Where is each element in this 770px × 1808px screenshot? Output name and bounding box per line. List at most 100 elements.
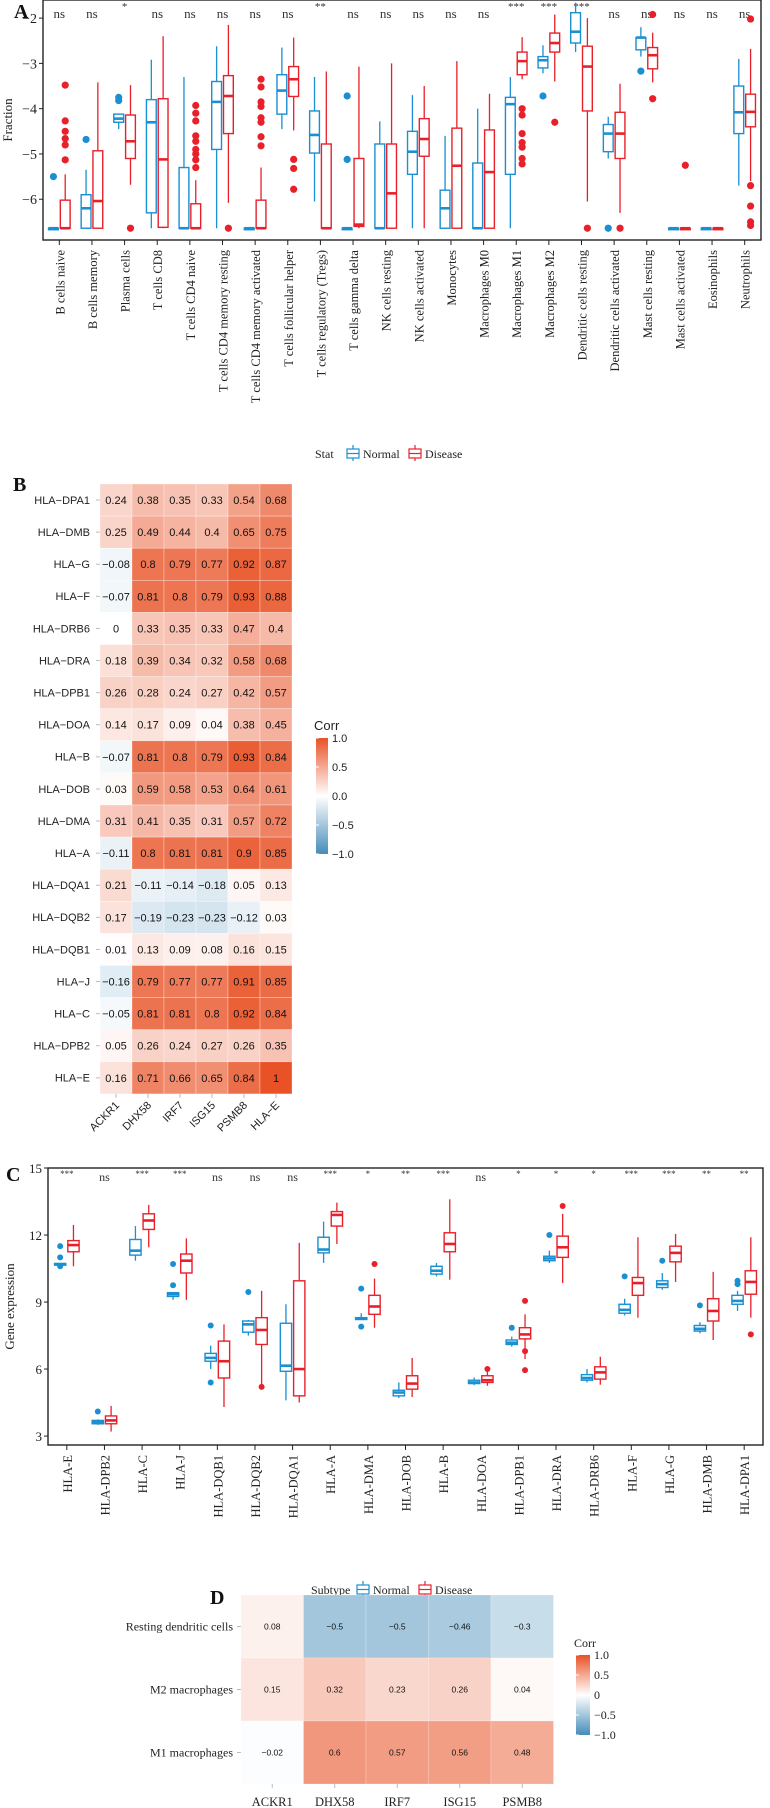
- heatmap-cell: [259, 868, 293, 902]
- outlier-point: [518, 143, 526, 151]
- row-label: HLA−C: [54, 1009, 90, 1021]
- cell-value: 0.32: [326, 1685, 343, 1695]
- row-label: HLA−DPA1: [34, 495, 90, 507]
- heatmap-cell: [240, 1720, 304, 1785]
- heatmap-cell: [163, 772, 197, 806]
- cell-value: 0.92: [233, 559, 254, 571]
- heatmap-cell: [227, 772, 261, 806]
- cell-value: −0.23: [198, 912, 226, 924]
- box: [570, 11, 582, 44]
- heatmap-cell: [99, 612, 133, 645]
- x-tick-label: B cells memory: [86, 249, 100, 329]
- legend-entry-normal: Normal: [373, 1583, 410, 1597]
- legend-tick-label: 0: [594, 1688, 600, 1702]
- heatmap-cell: [303, 1594, 367, 1659]
- heatmap-cell: [131, 965, 165, 998]
- cell-value: 0.34: [169, 656, 190, 668]
- row-label: HLA−J: [57, 976, 90, 988]
- box: [92, 150, 104, 229]
- heatmap-cell: [259, 515, 293, 549]
- cell-value: 0.84: [265, 752, 286, 764]
- column-label: DHX58: [315, 1795, 355, 1808]
- cell-value: 0.09: [169, 720, 190, 732]
- row-label: HLA−E: [55, 1073, 90, 1085]
- outlier-point: [224, 224, 232, 232]
- x-tick-label: T cells follicular helper: [282, 249, 296, 367]
- box: [516, 51, 528, 76]
- outlier-point: [170, 1282, 177, 1289]
- panel-label-a: A: [14, 1, 29, 23]
- heatmap-cell: [490, 1657, 554, 1722]
- cell-value: 0.27: [201, 688, 222, 700]
- outlier-point: [192, 117, 200, 125]
- outlier-point: [343, 155, 351, 163]
- cell-value: 0.15: [265, 944, 286, 956]
- cell-value: 0.04: [514, 1685, 531, 1695]
- cell-value: 0.35: [169, 623, 190, 635]
- cell-value: 0.85: [265, 977, 286, 989]
- cell-value: 0.79: [137, 977, 158, 989]
- legend-title: Stat: [315, 447, 334, 461]
- box: [145, 98, 157, 214]
- heatmap-cell: [131, 1029, 165, 1063]
- cell-value: 0.72: [265, 816, 286, 828]
- panel-label-b: B: [13, 474, 26, 496]
- heatmap-cell: [240, 1657, 304, 1722]
- outlier-point: [518, 111, 526, 119]
- x-tick-label: NK cells resting: [380, 249, 394, 331]
- box: [374, 143, 386, 229]
- panel-a-boxplot: A −6 −5 −4 −3 −2 Fraction B cells naive ns B cell…: [0, 0, 762, 461]
- legend-tick-label: 0.5: [594, 1668, 609, 1682]
- column-label: PSMB8: [502, 1795, 542, 1808]
- outlier-point: [57, 1263, 64, 1270]
- legend-tick-label: 0.5: [332, 762, 347, 774]
- cell-value: 0.24: [169, 1041, 190, 1053]
- cell-value: 0.31: [201, 816, 222, 828]
- significance-label: ***: [541, 1, 558, 13]
- outlier-point: [559, 1202, 566, 1209]
- cell-value: 0.84: [265, 1009, 286, 1021]
- outlier-point: [546, 1232, 553, 1239]
- cell-value: 0.05: [233, 880, 254, 892]
- cell-value: 0.05: [105, 1041, 126, 1053]
- cell-value: 0.32: [201, 656, 222, 668]
- heatmap-cell: [195, 708, 229, 742]
- x-tick-label: Macrophages M1: [510, 250, 524, 338]
- heatmap-cell: [163, 997, 197, 1030]
- cell-value: 0.04: [201, 720, 222, 732]
- cell-value: −0.11: [134, 880, 161, 892]
- cell-value: 0.75: [265, 527, 286, 539]
- outlier-point: [522, 1367, 529, 1374]
- heatmap-cell: [131, 836, 165, 870]
- box: [59, 199, 71, 229]
- x-tick-label: Neutrophils: [739, 250, 753, 309]
- cell-value: −0.46: [449, 1622, 471, 1632]
- significance-label: **: [315, 1, 326, 13]
- outlier-point: [637, 67, 645, 75]
- significance-label: ns: [249, 6, 261, 21]
- cell-value: 0.13: [265, 880, 286, 892]
- cell-value: 0.8: [140, 848, 155, 860]
- significance-label: ns: [99, 1170, 110, 1184]
- outlier-point: [290, 185, 298, 193]
- cell-value: 0.31: [105, 816, 126, 828]
- outlier-point: [61, 134, 69, 143]
- x-tick-label: NK cells activated: [412, 249, 426, 342]
- box: [330, 1210, 344, 1227]
- heatmap-cell: [259, 900, 293, 934]
- cell-value: 0.68: [265, 495, 286, 507]
- legend-entry-normal: Normal: [363, 447, 400, 461]
- heatmap-cell: [490, 1720, 554, 1785]
- significance-label: *: [516, 1169, 521, 1179]
- outlier-point: [551, 118, 559, 126]
- outlier-point: [192, 137, 200, 145]
- heatmap-cell: [195, 997, 229, 1030]
- cell-value: 0.08: [201, 944, 222, 956]
- x-tick-label: HLA-DMA: [362, 1455, 376, 1514]
- heatmap-cell: [303, 1720, 367, 1785]
- significance-label: **: [740, 1169, 750, 1179]
- heatmap-cell: [195, 836, 229, 870]
- heatmap-cell: [131, 1061, 165, 1095]
- heatmap-cell: [428, 1594, 492, 1659]
- box: [211, 80, 223, 151]
